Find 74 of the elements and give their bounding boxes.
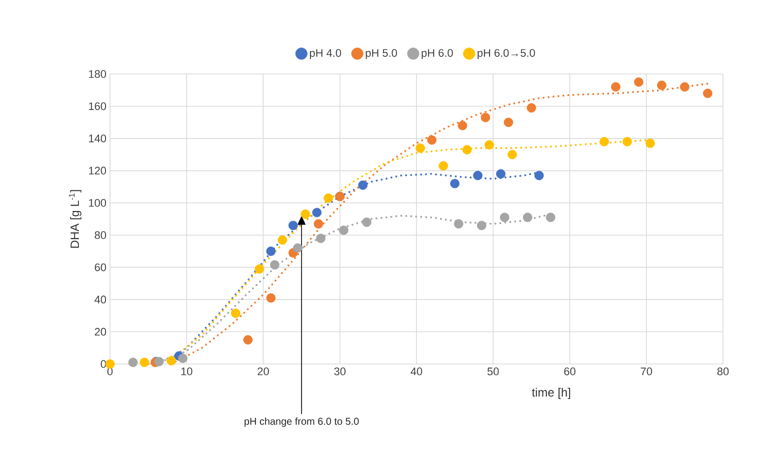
point [454,219,464,229]
x-axis-title: time [h] [532,388,570,399]
point [462,145,472,154]
point [166,356,176,366]
point [611,82,620,92]
x-tick-label: 20 [258,368,269,376]
point [458,120,468,130]
legend-label: pH 5.0 [366,49,397,59]
point [140,358,150,368]
point [484,140,494,150]
x-tick-label: 10 [181,368,192,376]
point [546,212,556,222]
point [534,170,544,180]
point [702,88,712,98]
x-tick-label: 50 [487,368,499,376]
point [438,161,448,171]
point [634,77,644,87]
y-tick-label: 120 [89,166,106,175]
point [230,308,240,318]
point [496,169,506,179]
point [266,293,276,303]
y-tick-label: 100 [89,199,106,207]
x-tick-label: 60 [564,368,576,376]
x-tick-label: 70 [640,368,652,376]
point [504,118,514,128]
point [314,219,324,229]
point [288,220,298,230]
point [500,212,510,222]
point [646,138,655,148]
point [300,209,310,219]
point [508,150,517,160]
x-tick-label: 30 [334,368,346,376]
point [526,103,536,113]
point [154,356,164,366]
point [622,136,632,146]
point [476,220,486,230]
x-tick-label: 80 [717,368,729,376]
point [178,354,188,364]
y-tick-label: 180 [89,70,106,78]
point [427,135,437,145]
legend-label: pH 6.0→5.0 [478,49,535,59]
annotation: pH change from 6.0 to 5.0 [244,418,359,427]
y-tick-label: 140 [89,134,106,142]
point [450,178,460,188]
point [266,246,276,256]
point [358,180,368,190]
point [270,260,280,270]
x-tick-label: 40 [410,368,422,376]
point [243,335,253,345]
point [324,193,334,203]
point [480,112,490,122]
y-tick-label: 80 [94,231,106,239]
legend-label: pH 4.0 [310,49,342,59]
y-axis-title: DHA [g L$^{-1}$] [69,190,82,248]
point [600,136,609,146]
point [339,226,348,235]
point [316,234,326,244]
point [522,212,532,222]
point [473,170,482,180]
y-tick-label: 0 [100,360,106,368]
y-tick-label: 20 [94,328,106,336]
y-tick-label: 160 [89,102,106,110]
legend-label: pH 6.0 [422,49,453,59]
point [657,80,666,90]
point [278,235,288,245]
point [293,243,302,253]
point [416,143,426,153]
point [128,358,138,368]
y-tick-label: 40 [94,296,106,304]
point [312,208,322,218]
point [680,82,690,92]
point [254,264,264,274]
y-tick-label: 60 [94,263,106,272]
point [362,218,372,227]
